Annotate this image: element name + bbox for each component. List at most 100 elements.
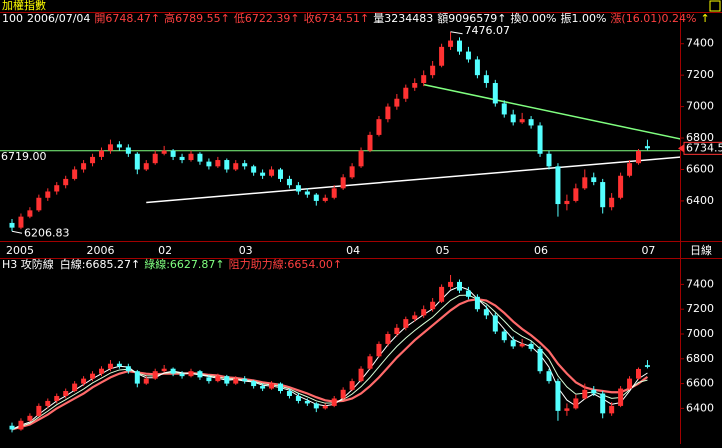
indicator-line [11,285,648,430]
candle-body [501,103,507,115]
candle-body [116,144,122,148]
candle-body [170,150,176,157]
candle-body [421,75,427,84]
candle-body [313,194,319,201]
candle-body [45,400,51,406]
candle-body [215,160,221,167]
candle-body [394,327,400,334]
candle-body [564,200,570,205]
candle-body [457,281,462,291]
candle-body [492,315,498,332]
candle-body [27,415,33,421]
candle-body [197,153,203,162]
candle-body [358,150,364,167]
candle-body [528,119,534,126]
candle-body [72,169,78,179]
candle-body [206,161,212,167]
candle-body [206,377,212,382]
candle-body [99,368,104,374]
candle-body [483,309,489,316]
candle-body [582,177,588,189]
candle-body [448,281,454,287]
y-tick-label: 6800 [686,131,714,144]
last-price-arrow [678,144,684,153]
candle-body [286,391,292,396]
candle-body [99,150,104,157]
candle-body [537,125,543,154]
candle-body [269,383,275,389]
low-pointer [11,230,23,234]
candle-body [331,398,337,406]
y-tick-label: 6600 [686,377,714,390]
candle-body [644,365,650,367]
candle-body [322,405,328,409]
candle-body [546,153,552,167]
y-tick-label: 6400 [686,401,714,414]
candle-body [564,408,570,411]
candle-body [331,188,337,198]
window-icon[interactable] [709,0,721,12]
candle-body [385,333,391,344]
y-tick-label: 7000 [686,327,714,340]
header-item: 量3234483 [373,12,433,25]
x-tick-label: 07 [641,244,655,257]
candle-body [627,163,633,176]
candle-body [385,106,391,120]
y-tick-label: 7200 [686,302,714,315]
y-tick-label: 7000 [686,100,714,113]
candle-body [349,381,355,390]
candle-body [18,420,24,430]
candle-body [134,153,140,170]
header-item: 振1.00% [560,11,606,25]
price-panel [0,31,680,232]
candle-body [340,177,346,189]
candle-body [636,368,641,379]
candle-body [143,378,149,384]
candle-body [421,309,427,316]
candle-body [412,315,418,320]
candle-body [555,166,561,205]
candle-body [36,405,42,416]
candle-body [107,363,113,369]
y-tick-label: 6400 [686,194,714,207]
candle-body [430,301,436,310]
candle-body [286,178,292,186]
candle-body [394,98,400,107]
candle-body [644,146,650,149]
candle-body [72,383,78,392]
candle-body [233,163,239,170]
candle-body [546,371,552,382]
candle-body [573,188,579,201]
candle-body [170,368,176,374]
candle-body [519,343,525,347]
candle-body [555,381,561,411]
candle-body [618,175,624,198]
header: 100 2006/07/04 開6748.47↑ 高6789.55↑ 低6722.39↑… [2,11,710,25]
candle-body [63,178,69,186]
candle-body [90,156,96,164]
candle-body [233,378,239,384]
candle-body [573,398,579,409]
candle-body [367,134,373,151]
candle-body [483,75,489,84]
candle-body [81,378,87,384]
reference-label: 6719.00 [1,150,47,163]
candle-body [18,216,24,228]
candle-body [107,144,113,151]
candle-body [161,150,167,154]
candle-body [376,343,382,357]
candle-body [439,46,445,66]
candle-body [116,363,122,367]
candle-body [9,222,15,228]
y-tick-label: 7200 [686,68,714,81]
candle-body [179,156,185,161]
header-item: 高6789.55↑ [164,11,230,25]
candle-body [349,166,355,178]
candle-body [376,119,382,135]
candle-body [600,393,606,414]
trendline [423,83,680,140]
candle-body [134,371,140,384]
candle-body [295,395,301,401]
candle-body [224,376,230,384]
candle-body [125,147,131,154]
